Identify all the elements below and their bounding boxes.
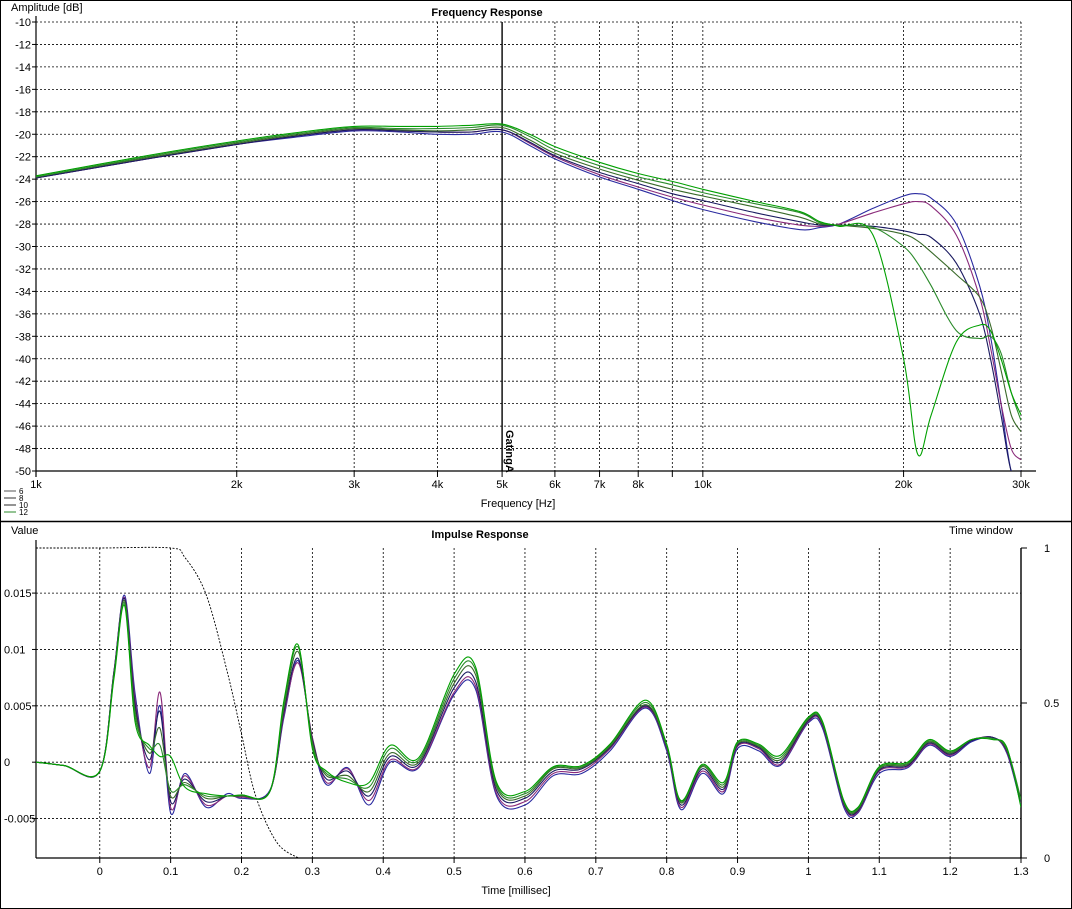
- freq-x-tick-label: 8k: [632, 479, 644, 491]
- impulse-y2-tick-label: 0: [1044, 853, 1050, 865]
- freq-y-tick-label: -10: [15, 17, 31, 29]
- freq-y-tick-label: -46: [15, 421, 31, 433]
- freq-y-tick-label: -34: [15, 286, 31, 298]
- impulse-x-axis-label: Time [millisec]: [481, 885, 550, 897]
- freq-x-tick-label: 3k: [348, 479, 360, 491]
- freq-y-tick-label: -50: [15, 466, 31, 478]
- impulse-x-tick-label: 0: [97, 866, 103, 878]
- freq-y-tick-label: -20: [15, 129, 31, 141]
- impulse-y-tick-label: 0.01: [4, 644, 25, 656]
- freq-y-tick-label: -42: [15, 376, 31, 388]
- impulse-x-tick-label: 0.5: [446, 866, 461, 878]
- freq-x-tick-label: 30k: [1012, 479, 1030, 491]
- impulse-x-tick-label: 0.2: [234, 866, 249, 878]
- legend-entry-0: 6: [19, 487, 24, 496]
- time-window-curve: [36, 546, 299, 858]
- freq-y-tick-label: -30: [15, 242, 31, 254]
- freq-series-line-0: [36, 130, 1021, 471]
- freq-x-axis-label: Frequency [Hz]: [481, 498, 556, 510]
- freq-y-tick-label: -36: [15, 309, 31, 321]
- impulse-y-tick-label: 0.015: [4, 588, 32, 600]
- impulse-x-tick-label: 0.1: [163, 866, 178, 878]
- impulse-y-tick-label: 0.005: [4, 701, 32, 713]
- impulse-y-tick-label: -0.005: [4, 814, 35, 826]
- gating-marker-label: GatingA: [503, 430, 515, 473]
- freq-x-tick-label: 10k: [694, 479, 712, 491]
- impulse-x-tick-label: 1.2: [942, 866, 957, 878]
- legend-entry-3: 12: [19, 508, 28, 517]
- freq-y-axis-label: Amplitude [dB]: [11, 2, 83, 14]
- freq-y-tick-label: -40: [15, 354, 31, 366]
- freq-y-tick-label: -22: [15, 152, 31, 164]
- impulse-x-tick-label: 0.7: [588, 866, 603, 878]
- freq-y-tick-label: -24: [15, 174, 31, 186]
- impulse-series-group: [36, 546, 1021, 858]
- freq-x-tick-label: 5k: [496, 479, 508, 491]
- freq-series-line-3: [36, 126, 1021, 432]
- freq-y-tick-label: -26: [15, 197, 31, 209]
- impulse-series-line-0: [36, 594, 1021, 819]
- impulse-y2-tick-label: 0.5: [1044, 698, 1059, 710]
- legend-entry-2: 10: [19, 501, 28, 510]
- freq-series-group: [36, 123, 1021, 471]
- impulse-x-tick-label: 0.4: [376, 866, 391, 878]
- impulse-y-tick-label: 0: [4, 757, 10, 769]
- freq-x-tick-label: 6k: [549, 479, 561, 491]
- freq-y-tick-label: -14: [15, 62, 31, 74]
- freq-y-tick-label: -44: [15, 399, 31, 411]
- freq-y-tick-label: -16: [15, 84, 31, 96]
- freq-y-tick-label: -38: [15, 331, 31, 343]
- freq-x-tick-label: 1k: [30, 479, 42, 491]
- freq-x-tick-label: 7k: [594, 479, 606, 491]
- freq-y-tick-label: -48: [15, 444, 31, 456]
- freq-x-tick-label: 20k: [895, 479, 913, 491]
- freq-chart-title: Frequency Response: [431, 7, 542, 19]
- freq-x-tick-label: 2k: [231, 479, 243, 491]
- impulse-chart-title: Impulse Response: [431, 529, 528, 541]
- freq-y-tick-label: -32: [15, 264, 31, 276]
- impulse-series-line-5: [36, 604, 1021, 812]
- freq-y-tick-label: -12: [15, 39, 31, 51]
- impulse-y-axis-label: Value: [11, 525, 38, 537]
- impulse-y2-tick-label: 1: [1044, 543, 1050, 555]
- impulse-x-tick-label: 0.3: [305, 866, 320, 878]
- freq-series-line-4: [36, 124, 1021, 421]
- impulse-series-line-2: [36, 598, 1021, 816]
- impulse-y2-axis-label: Time window: [949, 525, 1013, 537]
- impulse-x-tick-label: 1.1: [872, 866, 887, 878]
- impulse-x-tick-label: 1: [805, 866, 811, 878]
- freq-y-tick-label: -28: [15, 219, 31, 231]
- impulse-x-tick-label: 0.8: [659, 866, 674, 878]
- freq-series-line-2: [36, 128, 1021, 471]
- freq-y-tick-label: -18: [15, 107, 31, 119]
- freq-x-tick-label: 4k: [432, 479, 444, 491]
- impulse-x-tick-label: 0.6: [517, 866, 532, 878]
- legend-entry-1: 8: [19, 494, 24, 503]
- impulse-series-line-1: [36, 597, 1021, 817]
- impulse-x-tick-label: 0.9: [730, 866, 745, 878]
- freq-series-line-5: [36, 123, 1021, 457]
- impulse-x-tick-label: 1.3: [1013, 866, 1028, 878]
